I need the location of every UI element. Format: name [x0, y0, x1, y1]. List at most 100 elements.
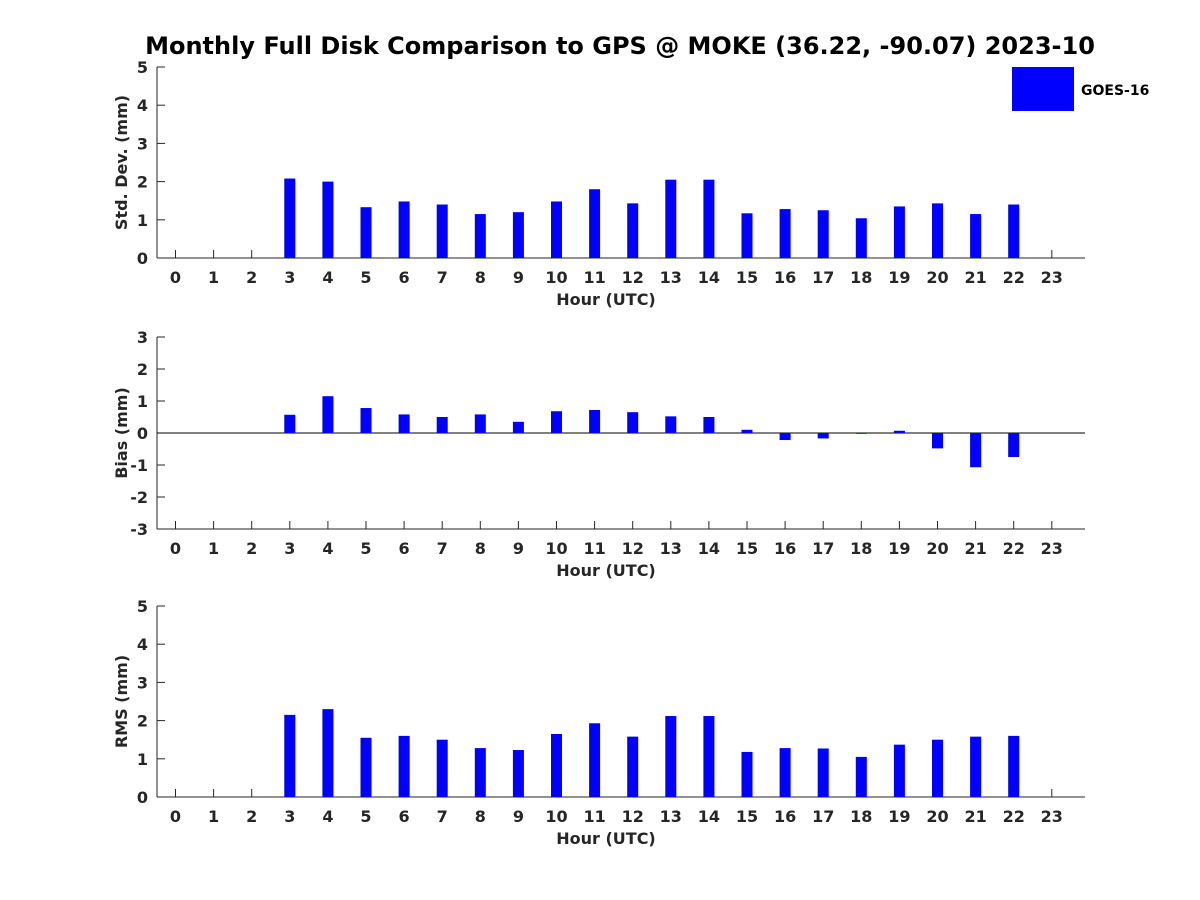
x-tick-label: 14 [698, 807, 720, 826]
x-tick-label: 13 [660, 539, 682, 558]
x-tick-label: 7 [437, 539, 448, 558]
bar [551, 201, 562, 258]
y-tick-label: 2 [137, 712, 148, 731]
bar [360, 408, 372, 433]
x-tick-label: 15 [736, 268, 758, 287]
x-tick-label: 5 [360, 268, 371, 287]
bar [1008, 204, 1020, 258]
bar [474, 748, 486, 797]
x-tick-label: 16 [774, 807, 796, 826]
x-tick-label: 0 [170, 807, 181, 826]
bar [512, 212, 524, 258]
x-tick-label: 14 [698, 539, 720, 558]
bar [1008, 735, 1020, 797]
x-tick-label: 14 [698, 268, 720, 287]
bar [779, 748, 791, 797]
legend: GOES-16 [1012, 67, 1149, 111]
bar [627, 736, 639, 797]
y-tick-label: 3 [137, 134, 148, 153]
x-tick-label: 11 [583, 268, 605, 287]
x-tick-label: 21 [964, 268, 986, 287]
bar [322, 396, 334, 433]
x-tick-label: 20 [926, 268, 948, 287]
x-tick-label: 5 [360, 807, 371, 826]
bar [436, 417, 448, 433]
legend-label: GOES-16 [1081, 83, 1149, 99]
y-axis-label: RMS (mm) [112, 655, 131, 748]
x-tick-label: 3 [284, 539, 295, 558]
x-tick-label: 13 [660, 807, 682, 826]
x-tick-label: 19 [888, 539, 910, 558]
x-tick-label: 9 [513, 807, 524, 826]
bar [741, 213, 753, 258]
x-tick-label: 5 [360, 539, 371, 558]
bar [970, 433, 982, 468]
bar [855, 433, 867, 434]
x-tick-label: 20 [926, 807, 948, 826]
y-tick-label: 3 [137, 673, 148, 692]
bar [589, 189, 601, 258]
y-axis-label: Std. Dev. (mm) [112, 95, 131, 230]
y-tick-label: 2 [137, 173, 148, 192]
x-tick-label: 6 [399, 268, 410, 287]
bar [893, 744, 905, 797]
bar [398, 201, 410, 258]
legend-swatch [1012, 67, 1074, 111]
y-tick-label: 1 [137, 211, 148, 230]
x-tick-label: 1 [208, 807, 219, 826]
x-tick-label: 17 [812, 807, 834, 826]
x-tick-label: 11 [583, 807, 605, 826]
chart-title: Monthly Full Disk Comparison to GPS @ MO… [145, 32, 1095, 60]
bar [665, 716, 677, 797]
x-tick-label: 20 [926, 539, 948, 558]
x-tick-label: 9 [513, 539, 524, 558]
x-tick-label: 4 [322, 268, 333, 287]
bar [779, 209, 791, 258]
bar [855, 218, 867, 258]
y-tick-label: -2 [130, 488, 148, 507]
y-tick-label: 2 [137, 360, 148, 379]
x-tick-label: 9 [513, 268, 524, 287]
bar [589, 409, 601, 433]
x-tick-label: 22 [1003, 539, 1025, 558]
bar [398, 414, 410, 433]
bar [589, 723, 601, 797]
x-tick-label: 17 [812, 268, 834, 287]
x-tick-label: 8 [475, 807, 486, 826]
bar [474, 214, 486, 258]
bar [893, 430, 905, 433]
x-tick-label: 19 [888, 268, 910, 287]
bar [512, 421, 524, 433]
x-tick-label: 7 [437, 807, 448, 826]
x-tick-label: 18 [850, 268, 872, 287]
bar [970, 736, 982, 797]
x-tick-label: 11 [583, 539, 605, 558]
bar [627, 412, 639, 433]
bar [741, 429, 753, 433]
bar [1008, 433, 1020, 457]
x-axis-label: Hour (UTC) [556, 561, 656, 580]
bar [932, 203, 943, 258]
x-tick-label: 7 [437, 268, 448, 287]
y-tick-label: -1 [130, 456, 148, 475]
bar [284, 714, 296, 797]
y-tick-label: 0 [137, 249, 148, 268]
bar [703, 716, 715, 797]
y-axis-label: Bias (mm) [112, 387, 131, 479]
bar [436, 204, 448, 258]
x-tick-label: 18 [850, 807, 872, 826]
x-tick-label: 17 [812, 539, 834, 558]
x-axis-label: Hour (UTC) [556, 829, 656, 848]
x-tick-label: 18 [850, 539, 872, 558]
bar [474, 414, 486, 433]
x-axis-label: Hour (UTC) [556, 290, 656, 309]
y-tick-label: 0 [137, 788, 148, 807]
bar [512, 750, 524, 797]
bar [893, 206, 905, 258]
x-tick-label: 2 [246, 807, 257, 826]
bar [817, 748, 829, 797]
x-tick-label: 12 [622, 268, 644, 287]
x-tick-label: 23 [1041, 268, 1063, 287]
